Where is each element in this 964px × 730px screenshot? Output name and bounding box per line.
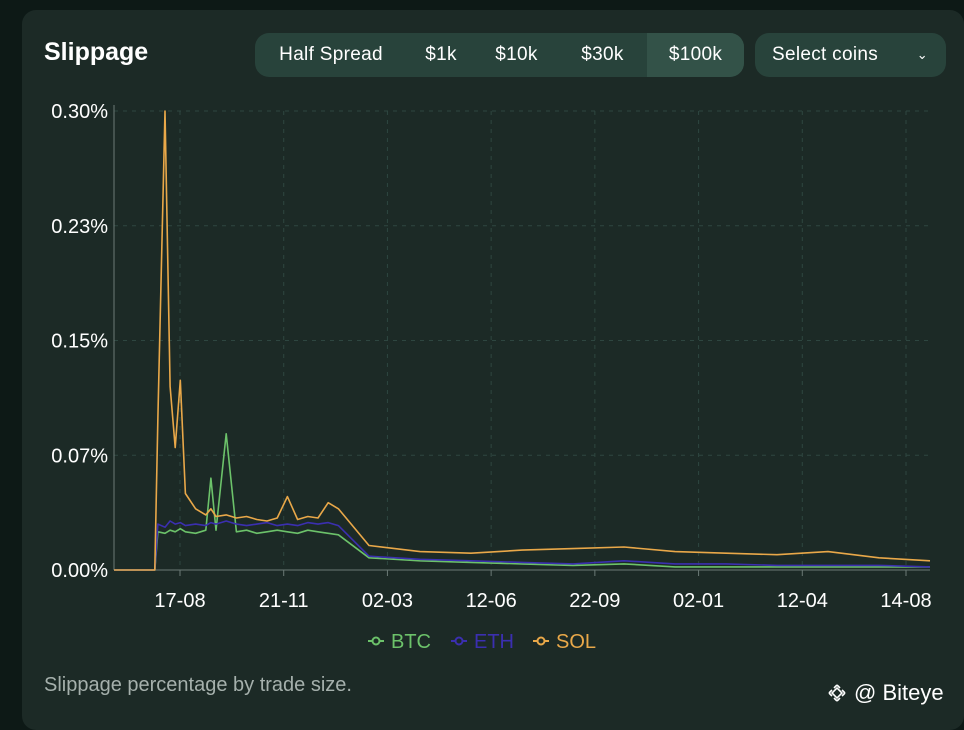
series-line-sol [114, 110, 931, 571]
y-tick-label: 0.23% [51, 216, 108, 238]
legend-label: SOL [556, 631, 596, 653]
tab-half-spread[interactable]: Half Spread [279, 44, 383, 65]
legend-label: ETH [474, 631, 514, 653]
y-tick-label: 0.15% [51, 331, 108, 353]
tab-100k[interactable]: $100k [647, 33, 744, 77]
chart-caption: Slippage percentage by trade size. [44, 674, 352, 696]
legend-marker [454, 636, 464, 646]
chart-axes: 0.00% 0.07% 0.15% 0.23% 0.30% 17-08 21-11 02-03… [51, 101, 931, 612]
tab-10k[interactable]: $10k [495, 44, 538, 65]
binance-diamond-logo [828, 684, 846, 702]
x-tick-label: 02-03 [362, 590, 413, 612]
chart-card [22, 10, 964, 730]
y-tick-label: 0.07% [51, 445, 108, 467]
legend-item-sol[interactable]: SOL [533, 631, 596, 653]
legend-marker [371, 636, 381, 646]
x-tick-label: 17-08 [154, 590, 205, 612]
chevron-down-icon: ⌄ [916, 47, 928, 62]
select-coins-dropdown[interactable]: Select coins ⌄ [755, 33, 946, 77]
select-coins-label: Select coins [772, 44, 879, 65]
x-tick-label: 21-11 [259, 590, 309, 612]
page-title: Slippage [44, 38, 149, 66]
x-tick-label: 12-06 [466, 590, 517, 612]
chart-grid [114, 110, 930, 571]
tab-30k[interactable]: $30k [581, 44, 624, 65]
chart-series [114, 110, 931, 571]
y-tick-label: 0.30% [51, 101, 108, 123]
legend-marker [536, 636, 546, 646]
chart-legend: BTC ETH SOL [368, 631, 596, 653]
tab-1k[interactable]: $1k [425, 44, 457, 65]
watermark-text: @ Biteye [854, 680, 944, 705]
watermark: @ Biteye [826, 680, 944, 706]
x-tick-label: 12-04 [777, 590, 828, 612]
legend-item-btc[interactable]: BTC [368, 631, 431, 653]
x-tick-label: 14-08 [880, 590, 931, 612]
series-line-btc [114, 433, 930, 571]
y-tick-label: 0.00% [51, 560, 108, 582]
legend-label: BTC [391, 631, 431, 653]
series-line-eth [114, 520, 931, 571]
legend-item-eth[interactable]: ETH [451, 631, 514, 653]
x-tick-label: 22-09 [569, 590, 620, 612]
trade-size-tabs: Half Spread $1k $10k $30k $100k [255, 33, 744, 77]
x-tick-label: 02-01 [673, 590, 724, 612]
